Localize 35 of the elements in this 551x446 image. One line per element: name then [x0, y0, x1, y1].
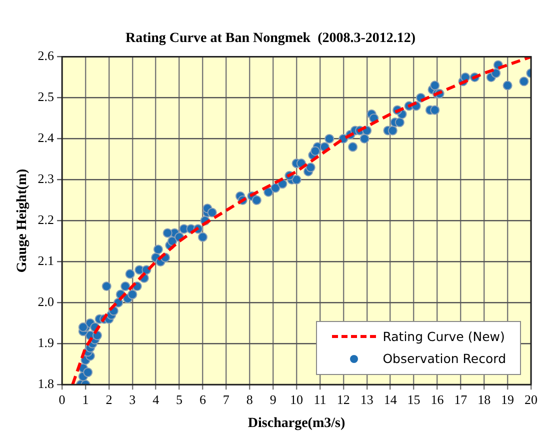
y-tick-label: 2.5	[38, 89, 54, 104]
y-tick-label: 2.0	[38, 294, 54, 310]
x-tick-label: 5	[176, 392, 183, 407]
x-tick-label: 12	[336, 392, 350, 407]
y-axis-title: Gauge Height(m)	[15, 168, 30, 273]
x-tick-label: 6	[199, 392, 206, 407]
y-tick-label: 2.1	[38, 253, 54, 268]
x-tick-label: 15	[407, 392, 420, 407]
legend-label: Rating Curve (New)	[382, 329, 505, 344]
chart-title: Rating Curve at Ban Nongmek (2008.3-2012.12)	[125, 31, 416, 46]
x-tick-label: 7	[222, 392, 230, 407]
x-tick-label: 0	[58, 392, 66, 407]
y-tick-label: 1.8	[38, 376, 54, 392]
x-tick-label: 4	[152, 392, 160, 407]
y-tick-label: 2.6	[38, 48, 55, 64]
x-tick-label: 1	[82, 392, 89, 407]
x-tick-label: 19	[501, 392, 514, 407]
x-tick-label: 20	[524, 392, 538, 407]
x-axis-title: Discharge(m3/s)	[248, 416, 346, 432]
x-tick-label: 10	[290, 392, 304, 407]
x-tick-label: 3	[129, 392, 136, 407]
x-tick-label: 18	[478, 392, 491, 407]
x-tick-label: 11	[314, 392, 326, 407]
x-tick-label: 14	[384, 392, 398, 407]
y-tick-label: 1.9	[38, 335, 54, 350]
y-tick-label: 2.2	[38, 212, 54, 228]
x-tick-label: 17	[454, 392, 468, 407]
x-tick-label: 2	[106, 392, 112, 407]
legend-label: Observation Record	[382, 351, 506, 366]
y-tick-label: 2.3	[38, 171, 54, 186]
x-tick-label: 16	[430, 392, 444, 407]
x-tick-label: 13	[360, 392, 374, 407]
x-tick-label: 8	[246, 392, 253, 407]
x-tick-label: 9	[270, 392, 276, 407]
y-tick-label: 2.4	[38, 130, 55, 146]
